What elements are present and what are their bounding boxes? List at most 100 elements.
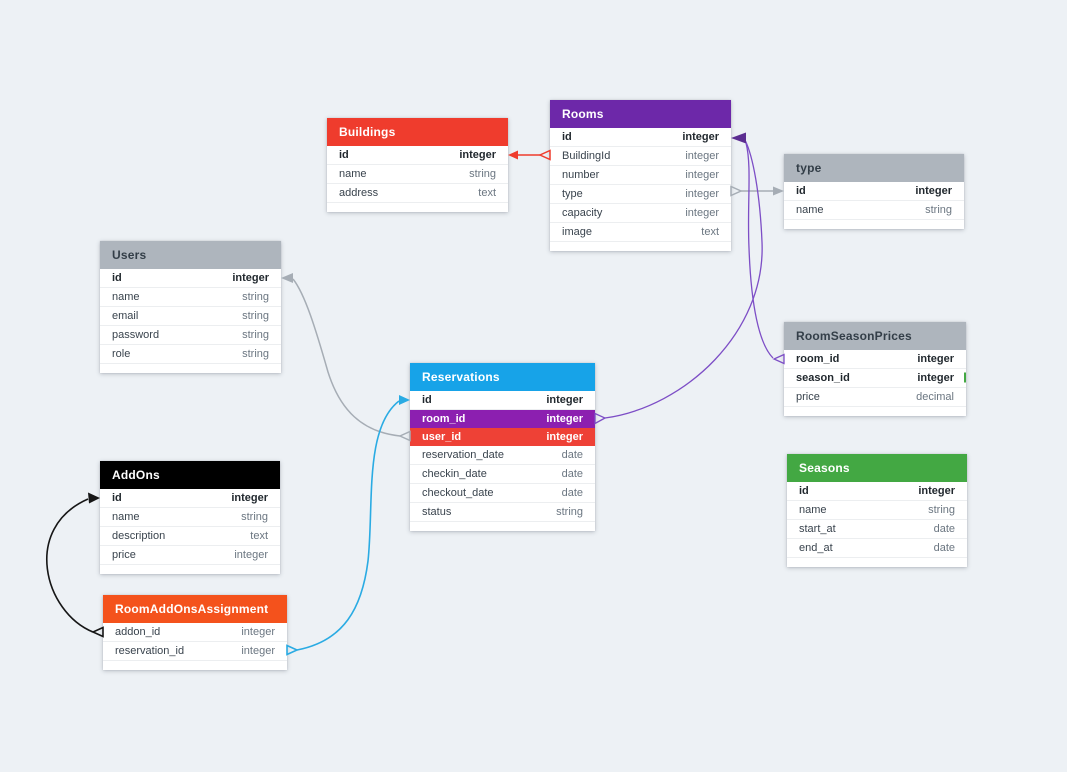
- field-row-type-id[interactable]: id integer: [784, 182, 964, 201]
- field-row-Users-name[interactable]: name string: [100, 288, 281, 307]
- field-type: integer: [234, 549, 268, 561]
- field-type: text: [250, 530, 268, 542]
- table-Buildings[interactable]: Buildings id integer name string address text: [327, 118, 508, 212]
- table-header-RoomSeasonPrices[interactable]: RoomSeasonPrices: [784, 322, 966, 350]
- table-header-type[interactable]: type: [784, 154, 964, 182]
- relationship-line: [296, 400, 400, 651]
- table-AddOns[interactable]: AddOns id integer name string description text…: [100, 461, 280, 574]
- field-row-Reservations-user_id[interactable]: user_id integer: [410, 428, 595, 446]
- filled-arrowhead-icon: [281, 273, 293, 283]
- filled-arrowhead-icon: [731, 132, 746, 144]
- field-row-AddOns-description[interactable]: description text: [100, 527, 280, 546]
- table-header-Reservations[interactable]: Reservations: [410, 363, 595, 391]
- field-row-Rooms-image[interactable]: image text: [550, 223, 731, 242]
- relationship-RoomAddOnsAssignment.addon_id-to-AddOns.id[interactable]: [46, 492, 104, 638]
- field-row-Rooms-type[interactable]: type integer: [550, 185, 731, 204]
- field-name: id: [112, 272, 122, 284]
- table-header-Rooms[interactable]: Rooms: [550, 100, 731, 128]
- field-row-Buildings-address[interactable]: address text: [327, 184, 508, 203]
- field-type: integer: [915, 185, 952, 197]
- table-header-Seasons[interactable]: Seasons: [787, 454, 967, 482]
- relationship-Rooms.type-to-type.id[interactable]: [730, 185, 784, 197]
- table-RoomSeasonPrices[interactable]: RoomSeasonPrices room_id integer season_id i…: [784, 322, 966, 416]
- field-name: user_id: [422, 431, 462, 443]
- field-row-type-name[interactable]: name string: [784, 201, 964, 220]
- table-header-Buildings[interactable]: Buildings: [327, 118, 508, 146]
- table-header-RoomAddOnsAssignment[interactable]: RoomAddOnsAssignment: [103, 595, 287, 623]
- field-row-Rooms-BuildingId[interactable]: BuildingId integer: [550, 147, 731, 166]
- table-Rooms[interactable]: Rooms id integer BuildingId integer number int…: [550, 100, 731, 251]
- field-row-Seasons-start_at[interactable]: start_at date: [787, 520, 967, 539]
- field-row-Seasons-name[interactable]: name string: [787, 501, 967, 520]
- field-type: date: [561, 487, 583, 499]
- field-row-Rooms-number[interactable]: number integer: [550, 166, 731, 185]
- field-type: text: [701, 226, 719, 238]
- field-name: password: [112, 329, 160, 341]
- relationship-RoomAddOnsAssignment.reservation_id-to-Reservations.id[interactable]: [286, 395, 410, 656]
- open-arrowhead-icon: [594, 412, 607, 425]
- field-name: id: [799, 485, 809, 497]
- table-footer: [103, 661, 287, 670]
- field-row-Seasons-id[interactable]: id integer: [787, 482, 967, 501]
- field-name: status: [422, 506, 452, 518]
- field-row-Rooms-capacity[interactable]: capacity integer: [550, 204, 731, 223]
- relationship-Rooms.BuildingId-to-Buildings.id[interactable]: [508, 149, 551, 161]
- field-row-RoomSeasonPrices-price[interactable]: price decimal: [784, 388, 966, 407]
- table-RoomAddOnsAssignment[interactable]: RoomAddOnsAssignment addon_id integer reser…: [103, 595, 287, 670]
- field-type: integer: [232, 272, 269, 284]
- table-Users[interactable]: Users id integer name string email string passw…: [100, 241, 281, 373]
- table-footer: [100, 364, 281, 373]
- field-name: end_at: [799, 542, 833, 554]
- table-Seasons[interactable]: Seasons id integer name string start_at date en…: [787, 454, 967, 567]
- field-row-Users-password[interactable]: password string: [100, 326, 281, 345]
- field-row-RoomAddOnsAssignment-addon_id[interactable]: addon_id integer: [103, 623, 287, 642]
- field-row-Reservations-reservation_date[interactable]: reservation_date date: [410, 446, 595, 465]
- relationship-Reservations.user_id-to-Users.id[interactable]: [281, 273, 411, 442]
- field-row-Buildings-name[interactable]: name string: [327, 165, 508, 184]
- field-row-Users-id[interactable]: id integer: [100, 269, 281, 288]
- field-row-Reservations-id[interactable]: id integer: [410, 391, 595, 410]
- field-name: address: [339, 187, 379, 199]
- field-type: integer: [241, 645, 275, 657]
- field-name: id: [339, 149, 349, 161]
- field-row-AddOns-price[interactable]: price integer: [100, 546, 280, 565]
- field-type: integer: [685, 188, 719, 200]
- field-name: role: [112, 348, 131, 360]
- table-footer: [327, 203, 508, 212]
- filled-arrowhead-icon: [88, 492, 100, 504]
- field-row-AddOns-name[interactable]: name string: [100, 508, 280, 527]
- field-row-Reservations-room_id[interactable]: room_id integer: [410, 410, 595, 428]
- field-name: price: [796, 391, 820, 403]
- field-row-RoomSeasonPrices-season_id[interactable]: season_id integer: [784, 369, 966, 388]
- field-type: integer: [685, 150, 719, 162]
- open-arrowhead-icon: [91, 626, 104, 638]
- field-row-Buildings-id[interactable]: id integer: [327, 146, 508, 165]
- table-footer: [410, 522, 595, 531]
- table-type[interactable]: type id integer name string: [784, 154, 964, 229]
- field-row-Users-email[interactable]: email string: [100, 307, 281, 326]
- field-name: room_id: [796, 353, 840, 365]
- field-row-Rooms-id[interactable]: id integer: [550, 128, 731, 147]
- table-header-Users[interactable]: Users: [100, 241, 281, 269]
- field-row-RoomAddOnsAssignment-reservation_id[interactable]: reservation_id integer: [103, 642, 287, 661]
- field-row-RoomSeasonPrices-room_id[interactable]: room_id integer: [784, 350, 966, 369]
- field-row-Reservations-status[interactable]: status string: [410, 503, 595, 522]
- field-name: price: [112, 549, 136, 561]
- table-footer: [784, 220, 964, 229]
- table-header-AddOns[interactable]: AddOns: [100, 461, 280, 489]
- relationship-Rooms.id-to-RoomSeasonPrices.room_id[interactable]: [745, 142, 785, 365]
- field-row-Users-role[interactable]: role string: [100, 345, 281, 364]
- field-name: room_id: [422, 413, 466, 425]
- table-Reservations[interactable]: Reservations id integer room_id integer user_…: [410, 363, 595, 531]
- open-arrowhead-icon: [398, 430, 411, 442]
- field-row-AddOns-id[interactable]: id integer: [100, 489, 280, 508]
- field-name: email: [112, 310, 139, 322]
- field-name: name: [339, 168, 367, 180]
- field-name: BuildingId: [562, 150, 611, 162]
- field-row-Reservations-checkout_date[interactable]: checkout_date date: [410, 484, 595, 503]
- field-row-Seasons-end_at[interactable]: end_at date: [787, 539, 967, 558]
- field-type: date: [561, 468, 583, 480]
- field-type: integer: [685, 169, 719, 181]
- field-row-Reservations-checkin_date[interactable]: checkin_date date: [410, 465, 595, 484]
